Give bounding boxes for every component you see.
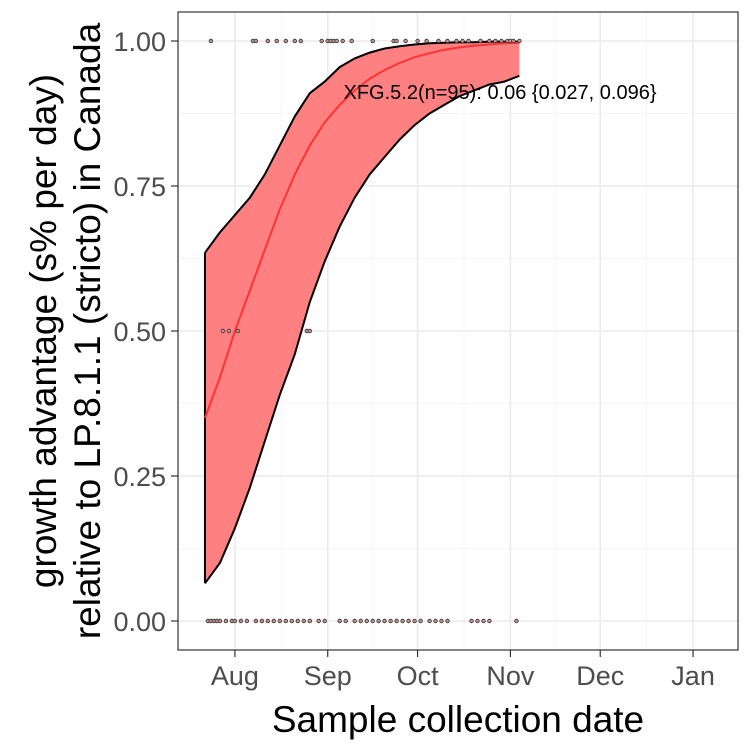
observation-point	[265, 38, 270, 44]
y-axis: 0.00 0.25 0.50 0.75 1.00	[113, 27, 178, 637]
observation-point	[232, 618, 238, 624]
observation-point	[340, 38, 345, 44]
y-axis-title-line1: growth advantage (s% per day)	[23, 74, 64, 588]
y-tick-label: 0.50	[113, 317, 166, 347]
x-tick-label: Dec	[576, 661, 624, 691]
observation-point	[424, 38, 429, 44]
observation-point	[334, 38, 339, 44]
observation-point	[349, 38, 354, 44]
observation-point	[382, 618, 387, 624]
observation-point	[316, 618, 321, 624]
observation-point	[223, 618, 229, 624]
observation-point	[358, 618, 363, 624]
observation-point	[352, 618, 357, 624]
observation-point	[238, 618, 244, 624]
observation-point	[394, 38, 399, 44]
observation-point	[475, 618, 480, 624]
x-tick-label: Jan	[671, 661, 715, 691]
observation-points	[205, 38, 522, 624]
y-axis-title-line2: relative to LP.8.1.1 (stricto) in Canada	[67, 22, 108, 639]
x-axis-title: Sample collection date	[272, 699, 644, 740]
observation-point	[433, 618, 438, 624]
observation-point	[283, 38, 288, 44]
observation-point	[376, 618, 381, 624]
observation-point	[244, 618, 250, 624]
observation-point	[295, 618, 300, 624]
x-tick-label: Sep	[304, 661, 352, 691]
observation-point	[226, 328, 232, 334]
y-tick-label: 0.00	[113, 607, 166, 637]
observation-point	[466, 38, 471, 44]
observation-point	[289, 618, 294, 624]
observation-point	[511, 38, 516, 44]
observation-point	[337, 618, 342, 624]
observation-point	[274, 38, 279, 44]
observation-point	[343, 618, 348, 624]
observation-point	[307, 618, 312, 624]
confidence-ribbon	[205, 41, 520, 584]
observation-point	[265, 618, 270, 624]
observation-point	[370, 38, 375, 44]
x-axis: Aug Sep Oct Nov Dec Jan	[211, 650, 715, 691]
observation-point	[292, 38, 297, 44]
observation-point	[517, 38, 522, 44]
observation-point	[298, 38, 303, 44]
observation-point	[469, 618, 474, 624]
observation-point	[217, 618, 223, 624]
observation-point	[487, 618, 492, 624]
observation-point	[370, 618, 375, 624]
observation-point	[364, 618, 369, 624]
confidence-ribbon-layer	[205, 41, 520, 584]
observation-point	[403, 38, 408, 44]
observation-point	[436, 38, 441, 44]
observation-point	[400, 618, 405, 624]
fitted-line	[204, 41, 520, 419]
y-tick-label: 0.75	[113, 172, 166, 202]
observation-point	[253, 618, 259, 624]
observation-point	[307, 328, 312, 334]
observation-point	[499, 38, 504, 44]
observation-point	[253, 38, 259, 44]
observation-point	[322, 618, 327, 624]
observation-point	[283, 618, 288, 624]
observation-point	[514, 618, 519, 624]
observation-point	[454, 38, 459, 44]
observation-point	[394, 618, 399, 624]
observation-point	[487, 38, 492, 44]
x-tick-label: Nov	[486, 661, 535, 691]
observation-point	[406, 618, 411, 624]
x-tick-label: Oct	[397, 661, 440, 691]
growth-advantage-annotation: XFG.5.2(n=95): 0.06 {0.027, 0.096}	[343, 82, 656, 104]
observation-point	[418, 618, 423, 624]
observation-point	[208, 38, 214, 44]
observation-point	[427, 618, 432, 624]
observation-point	[493, 38, 498, 44]
observation-point	[271, 618, 276, 624]
x-tick-label: Aug	[211, 661, 259, 691]
observation-point	[319, 38, 324, 44]
observation-point	[388, 618, 393, 624]
observation-point	[277, 618, 282, 624]
y-tick-label: 0.25	[113, 462, 166, 492]
y-tick-label: 1.00	[113, 27, 166, 57]
observation-point	[445, 38, 450, 44]
observation-point	[460, 38, 465, 44]
observation-point	[259, 618, 265, 624]
observation-point	[415, 38, 420, 44]
observation-point	[445, 618, 450, 624]
observation-point	[412, 618, 417, 624]
observation-point	[235, 328, 241, 334]
observation-point	[478, 38, 483, 44]
ci-lower-line	[204, 74, 520, 584]
observation-point	[301, 618, 306, 624]
observation-point	[439, 618, 444, 624]
observation-point	[481, 618, 486, 624]
observation-point	[220, 328, 226, 334]
